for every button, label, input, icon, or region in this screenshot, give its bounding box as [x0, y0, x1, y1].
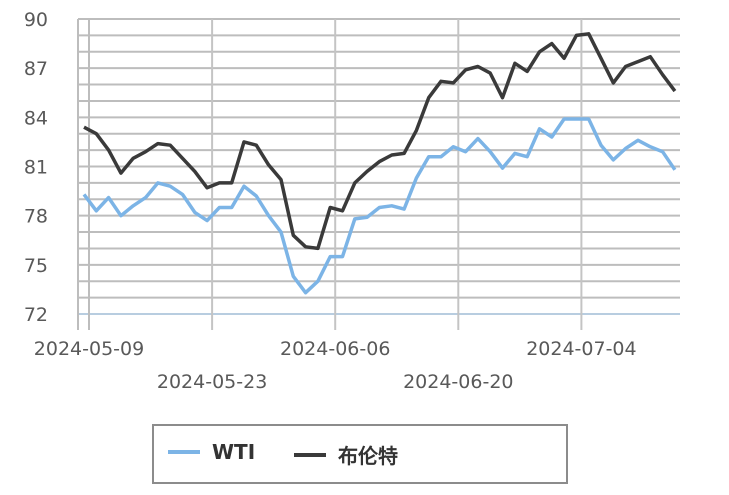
- y-tick-label: 75: [24, 255, 48, 277]
- series-line-brent: [83, 32, 677, 251]
- legend-item-brent: 布伦特: [294, 440, 398, 469]
- x-axis-labels: 2024-05-09 2024-05-23 2024-06-06 2024-06-20…: [34, 338, 637, 393]
- legend: WTI 布伦特: [152, 424, 568, 484]
- y-tick-label: 72: [24, 304, 48, 326]
- series-lines: [82, 32, 677, 295]
- grid: [77, 18, 680, 330]
- y-tick-label: 90: [24, 9, 48, 31]
- y-tick-label: 84: [24, 107, 48, 129]
- legend-item-wti: WTI: [168, 440, 255, 464]
- x-tick-label: 2024-06-20: [403, 371, 513, 393]
- legend-swatch-wti: [168, 450, 200, 454]
- y-tick-label: 87: [24, 58, 48, 80]
- x-tick-label: 2024-05-09: [34, 338, 144, 360]
- legend-label: WTI: [212, 440, 256, 464]
- series-line-wti: [82, 117, 677, 295]
- x-tick-label: 2024-07-04: [526, 338, 636, 360]
- y-axis-labels: 72 75 78 81 84 87 90: [24, 9, 48, 326]
- legend-swatch-brent: [294, 452, 326, 457]
- y-tick-label: 78: [24, 206, 48, 228]
- y-tick-label: 81: [24, 157, 48, 179]
- x-tick-label: 2024-05-23: [157, 371, 267, 393]
- x-tick-label: 2024-06-06: [280, 338, 390, 360]
- legend-label: 布伦特: [338, 444, 398, 468]
